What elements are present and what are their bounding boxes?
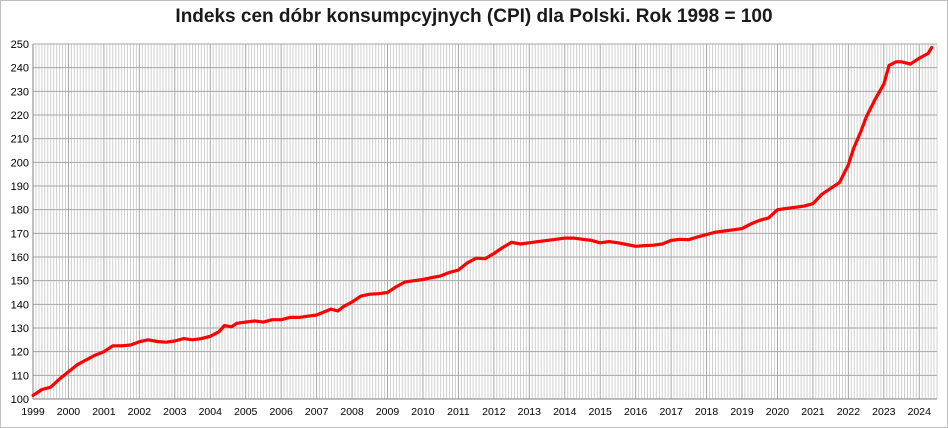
y-tick-label: 240 (11, 63, 29, 75)
y-tick-label: 120 (11, 347, 29, 359)
x-tick-label: 2022 (837, 406, 861, 418)
y-tick-label: 210 (11, 134, 29, 146)
y-tick-label: 230 (11, 86, 29, 98)
x-tick-label: 2012 (482, 406, 506, 418)
x-tick-label: 2010 (411, 406, 435, 418)
y-tick-label: 180 (11, 205, 29, 217)
x-tick-label: 2023 (872, 406, 896, 418)
y-tick-label: 150 (11, 276, 29, 288)
x-tick-label: 2014 (553, 406, 577, 418)
y-tick-label: 220 (11, 110, 29, 122)
y-tick-label: 200 (11, 157, 29, 169)
y-tick-label: 100 (11, 394, 29, 406)
y-tick-label: 160 (11, 252, 29, 264)
y-tick-label: 130 (11, 323, 29, 335)
chart-title: Indeks cen dóbr konsumpcyjnych (CPI) dla… (175, 6, 773, 27)
x-tick-label: 2001 (92, 406, 116, 418)
x-tick-label: 2021 (801, 406, 825, 418)
x-tick-label: 2024 (908, 406, 932, 418)
x-tick-label: 2011 (447, 406, 470, 418)
y-tick-label: 190 (11, 181, 29, 193)
x-tick-label: 2006 (269, 406, 293, 418)
y-tick-label: 250 (11, 39, 29, 51)
x-tick-label: 2007 (305, 406, 329, 418)
x-tick-label: 2019 (730, 406, 754, 418)
x-tick-label: 2002 (128, 406, 152, 418)
x-tick-label: 2009 (376, 406, 400, 418)
x-tick-label: 2015 (589, 406, 613, 418)
x-tick-label: 2008 (340, 406, 364, 418)
x-tick-label: 2004 (199, 406, 223, 418)
y-tick-label: 110 (11, 370, 29, 382)
y-tick-label: 140 (11, 299, 29, 311)
x-tick-label: 2020 (766, 406, 790, 418)
x-tick-label: 1999 (21, 406, 45, 418)
y-tick-label: 170 (11, 228, 29, 240)
x-tick-label: 2000 (57, 406, 81, 418)
x-tick-label: 2005 (234, 406, 258, 418)
x-tick-label: 2013 (518, 406, 542, 418)
x-tick-label: 2018 (695, 406, 719, 418)
cpi-series-line (31, 46, 934, 397)
x-tick-label: 2016 (624, 406, 648, 418)
x-tick-label: 2003 (163, 406, 187, 418)
x-tick-label: 2017 (659, 406, 683, 418)
